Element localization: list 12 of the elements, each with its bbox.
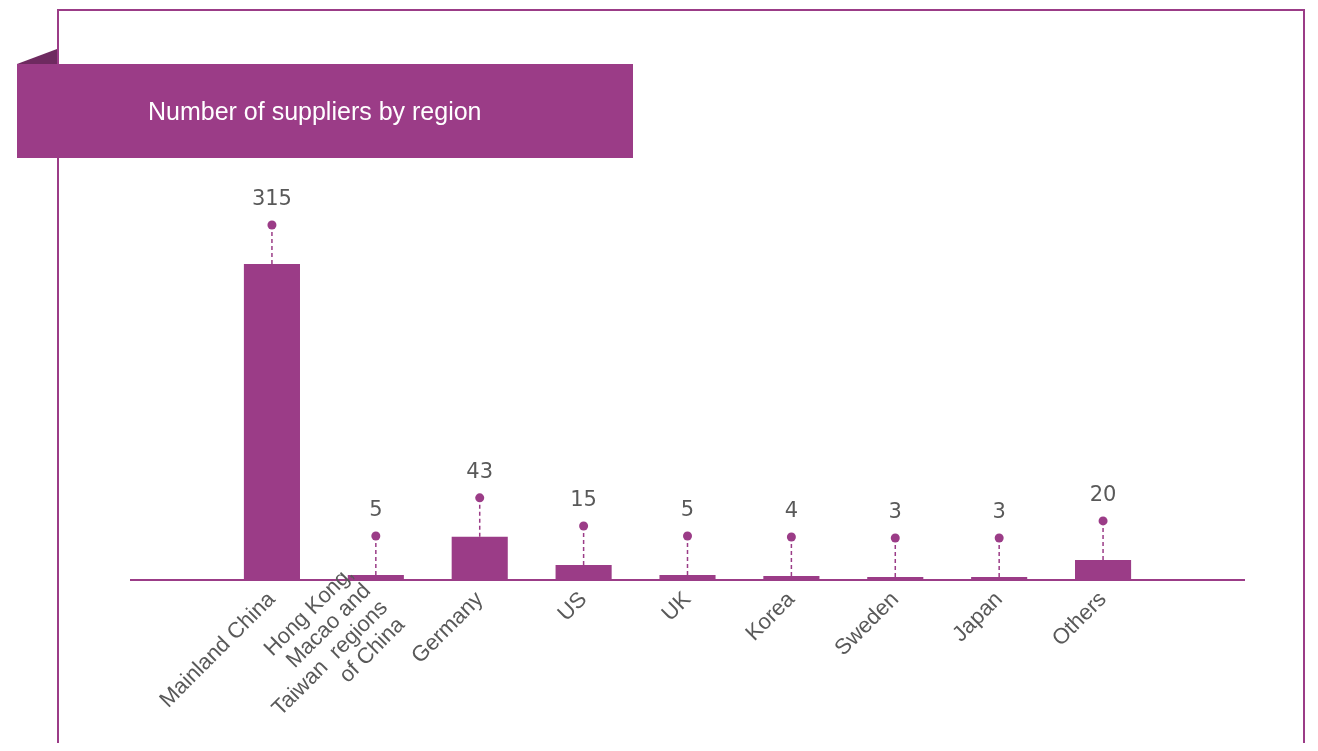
chart-title: Number of suppliers by region <box>17 64 633 158</box>
x-tick-label: UK <box>656 585 696 626</box>
data-label: 15 <box>570 486 597 511</box>
data-label: 5 <box>680 496 695 521</box>
data-label: 4 <box>784 497 799 522</box>
data-label: 43 <box>466 458 494 483</box>
data-label: 3 <box>888 498 902 523</box>
data-label: 315 <box>251 186 292 210</box>
data-label: 5 <box>369 496 383 521</box>
data-label: 3 <box>992 498 1006 523</box>
data-label: 20 <box>1089 481 1117 506</box>
x-tick-label: US <box>552 586 592 626</box>
